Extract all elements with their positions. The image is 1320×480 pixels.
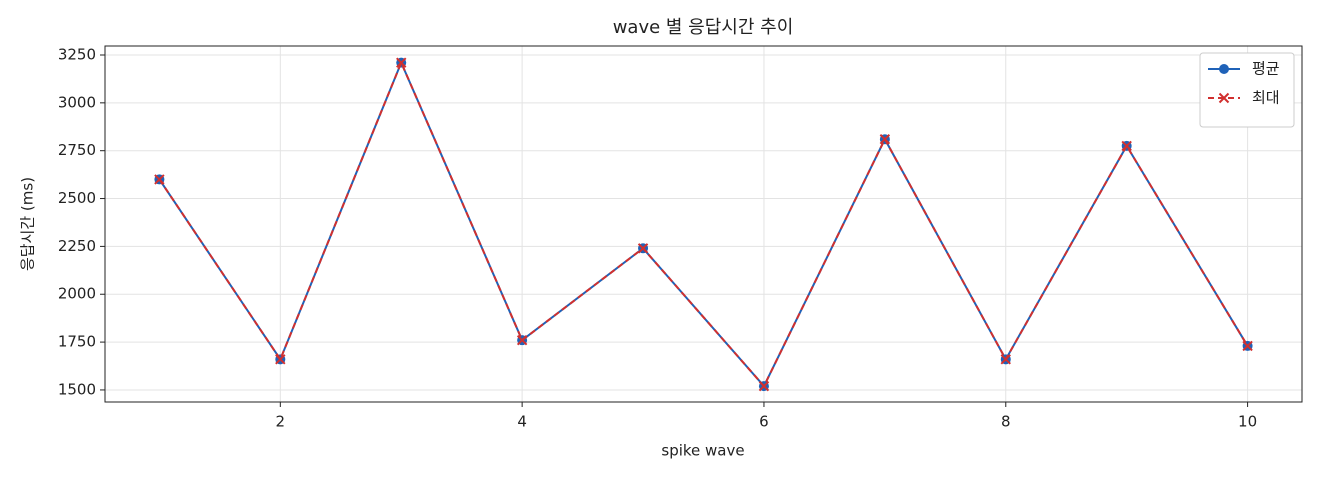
x-tick-label: 8 <box>1001 413 1011 431</box>
marker <box>1121 140 1132 152</box>
y-tick-label: 1750 <box>58 333 96 351</box>
x-tick-label: 10 <box>1238 413 1257 431</box>
y-tick-label: 2500 <box>58 189 96 207</box>
marker <box>637 243 649 254</box>
chart-title: wave 별 응답시간 추이 <box>613 17 794 38</box>
marker <box>396 57 407 68</box>
y-tick-label: 2250 <box>58 237 96 255</box>
y-tick-label: 2000 <box>58 285 96 303</box>
x-tick-label: 2 <box>276 413 286 431</box>
marker <box>154 174 165 185</box>
x-tick-label: 6 <box>759 413 769 431</box>
x-axis-label: spike wave <box>661 442 744 460</box>
marker <box>1242 340 1253 352</box>
series-line <box>158 60 1249 388</box>
legend-label: 평균 <box>1252 60 1280 78</box>
legend-label: 최대 <box>1252 89 1280 107</box>
y-tick-label: 2750 <box>58 141 96 159</box>
marker <box>516 334 528 346</box>
marker <box>275 354 286 365</box>
marker <box>1000 354 1011 365</box>
series-line <box>158 60 1249 388</box>
legend-marker <box>1218 92 1230 104</box>
x-tick-label: 4 <box>517 413 527 431</box>
plot-frame <box>104 45 1303 403</box>
legend-box <box>1199 52 1295 128</box>
marker <box>758 380 770 392</box>
y-tick-label: 3250 <box>58 45 96 63</box>
y-tick-label: 3000 <box>58 93 96 111</box>
y-axis-label: 응답시간 (ms) <box>19 177 37 271</box>
legend-marker <box>1219 64 1229 74</box>
marker <box>879 134 891 145</box>
y-tick-label: 1500 <box>58 380 96 398</box>
